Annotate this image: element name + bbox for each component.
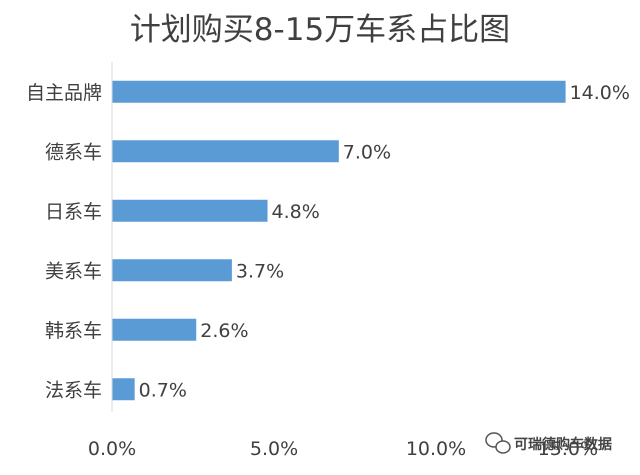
watermark-text: 可瑞德购车数据 [514,436,612,453]
data-label: 2.6% [200,320,248,342]
watermark: 可瑞德购车数据 [485,432,612,454]
bar [112,140,339,163]
x-tick-label: 5.0% [250,438,298,460]
category-label: 自主品牌 [26,82,102,104]
data-label: 7.0% [343,141,391,163]
bar [112,80,566,103]
bars [112,80,566,401]
category-label: 法系车 [45,379,102,401]
bar [112,199,268,222]
category-label: 美系车 [45,260,102,282]
data-label: 0.7% [139,379,187,401]
x-axis-tick-labels: 0.0% 5.0% 10.0% 15.0% [88,438,598,460]
chart-title: 计划购买8-15万车系占比图 [130,12,510,48]
wechat-icon [485,432,511,454]
data-label: 4.8% [272,201,320,223]
bar [112,259,232,282]
bar [112,318,197,341]
category-label: 韩系车 [45,320,102,342]
x-tick-label: 0.0% [88,438,136,460]
data-label: 14.0% [570,82,630,104]
x-tick-label: 10.0% [406,438,466,460]
category-label: 德系车 [45,141,102,163]
bar [112,378,135,401]
data-label: 3.7% [236,260,284,282]
x-tick-label: 15.0% [538,438,598,460]
category-label: 日系车 [45,201,102,223]
data-labels: 14.0% 7.0% 4.8% 3.7% 2.6% 0.7% [139,82,630,402]
